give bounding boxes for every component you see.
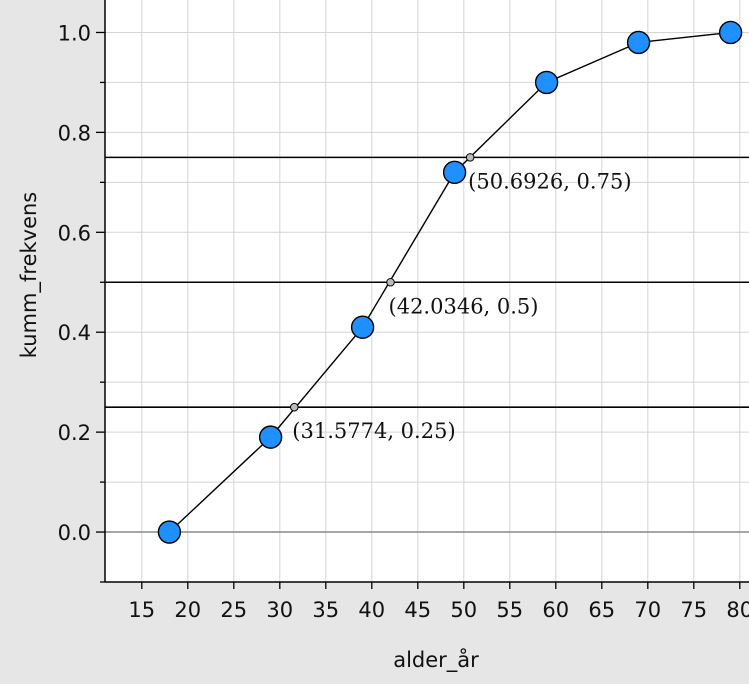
data-point: [442, 160, 467, 185]
x-tick-label: 55: [496, 598, 523, 622]
data-point: [258, 425, 283, 449]
y-ticks: 0.0 0.2 0.4 0.6 0.8 1.0: [58, 21, 105, 583]
grid: [105, 0, 749, 583]
intersection-marker: [386, 277, 395, 287]
y-axis-title: kumm_frekvens: [17, 192, 42, 358]
x-tick-label: 50: [450, 598, 477, 622]
annotation-label: (31.5774, 0.25): [292, 419, 455, 443]
intersection-marker: [290, 402, 299, 412]
x-tick-label: 15: [128, 598, 155, 622]
y-tick-label: 0.2: [58, 421, 91, 445]
annotations: (31.5774, 0.25) (42.0346, 0.5) (50.6926, 0…: [290, 153, 632, 443]
x-tick-label: 65: [588, 598, 615, 622]
x-tick-label: 60: [542, 598, 569, 622]
annotation-label: (50.6926, 0.75): [468, 169, 631, 193]
x-tick-label: 30: [266, 598, 293, 622]
plot-area: [105, 0, 749, 582]
data-point: [157, 520, 182, 544]
y-tick-label: 1.0: [58, 21, 91, 45]
data-point: [350, 315, 375, 339]
y-tick-label: 0.6: [58, 221, 91, 245]
x-tick-label: 35: [312, 598, 339, 622]
annotation-label: (42.0346, 0.5): [389, 294, 539, 318]
intersection-marker: [465, 153, 475, 162]
data-point: [718, 20, 743, 45]
x-ticks: 15 20 25 30 35 40 45 50 55 60 65 70 75 80: [128, 582, 749, 622]
x-tick-label: 45: [404, 598, 431, 622]
x-tick-label: 20: [174, 598, 201, 622]
x-tick-label: 80: [726, 598, 749, 622]
y-tick-label: 0.8: [58, 121, 91, 145]
x-axis-title: alder_år: [393, 647, 479, 673]
y-tick-label: 0.4: [58, 321, 91, 345]
y-tick-label: 0.0: [58, 521, 91, 545]
x-tick-label: 75: [680, 598, 707, 622]
axes: [104, 0, 749, 583]
reference-lines: [105, 156, 749, 408]
data-point: [534, 70, 559, 95]
series: [157, 20, 743, 544]
x-tick-label: 25: [220, 598, 247, 622]
x-tick-label: 40: [358, 598, 385, 622]
x-tick-label: 70: [634, 598, 661, 622]
data-point: [626, 30, 651, 55]
